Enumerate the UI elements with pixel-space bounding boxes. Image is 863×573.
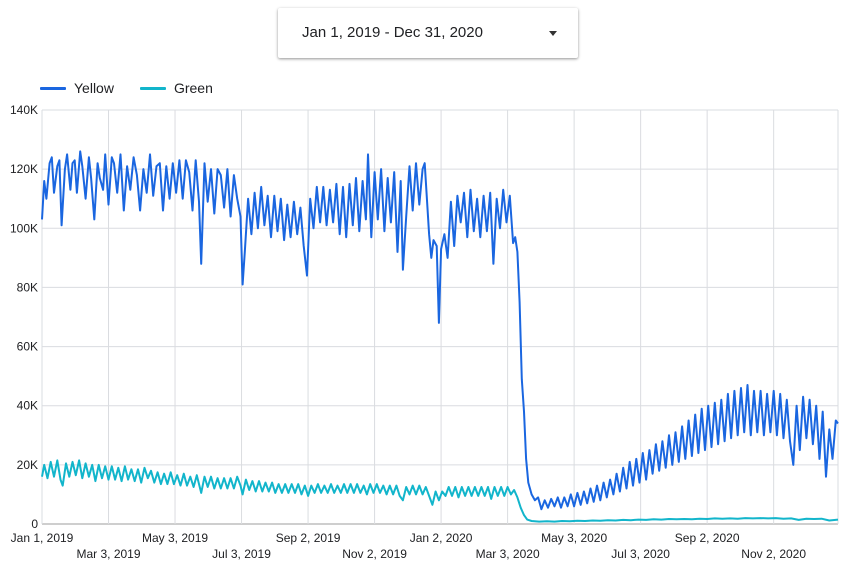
y-tick-label: 140K — [10, 103, 38, 117]
x-tick-label: Jan 2, 2020 — [410, 531, 473, 545]
x-tick-label: Nov 2, 2019 — [342, 547, 407, 561]
y-tick-label: 20K — [17, 458, 38, 472]
x-tick-label: Sep 2, 2019 — [276, 531, 341, 545]
x-tick-label: May 3, 2019 — [142, 531, 208, 545]
legend-label-yellow: Yellow — [74, 80, 114, 96]
x-tick-label: Jul 3, 2019 — [212, 547, 271, 561]
x-tick-label: Jan 1, 2019 — [11, 531, 74, 545]
dropdown-caret-icon[interactable] — [549, 31, 557, 36]
legend-label-green: Green — [173, 80, 213, 96]
y-tick-label: 60K — [17, 340, 38, 354]
series-line-yellow — [41, 150, 839, 511]
x-tick-label: Mar 3, 2020 — [476, 547, 540, 561]
legend-swatch-green — [139, 86, 166, 90]
date-range-label: Jan 1, 2019 - Dec 31, 2020 — [302, 24, 483, 41]
chart-legend: Yellow Green — [40, 78, 239, 98]
x-tick-label: May 3, 2020 — [541, 531, 607, 545]
y-tick-label: 80K — [17, 280, 38, 294]
x-tick-label: Mar 3, 2019 — [76, 547, 140, 561]
y-tick-label: 0 — [31, 517, 38, 531]
x-tick-label: Jul 3, 2020 — [611, 547, 670, 561]
legend-swatch-yellow — [40, 86, 66, 90]
legend-item-green[interactable]: Green — [139, 80, 213, 96]
x-tick-label: Nov 2, 2020 — [741, 547, 806, 561]
y-tick-label: 100K — [10, 221, 38, 235]
series-line-green — [41, 459, 839, 523]
legend-item-yellow[interactable]: Yellow — [40, 80, 114, 96]
date-range-picker[interactable]: Jan 1, 2019 - Dec 31, 2020 — [278, 8, 578, 58]
y-tick-label: 40K — [17, 399, 38, 413]
y-tick-label: 120K — [10, 162, 38, 176]
x-tick-label: Sep 2, 2020 — [675, 531, 740, 545]
